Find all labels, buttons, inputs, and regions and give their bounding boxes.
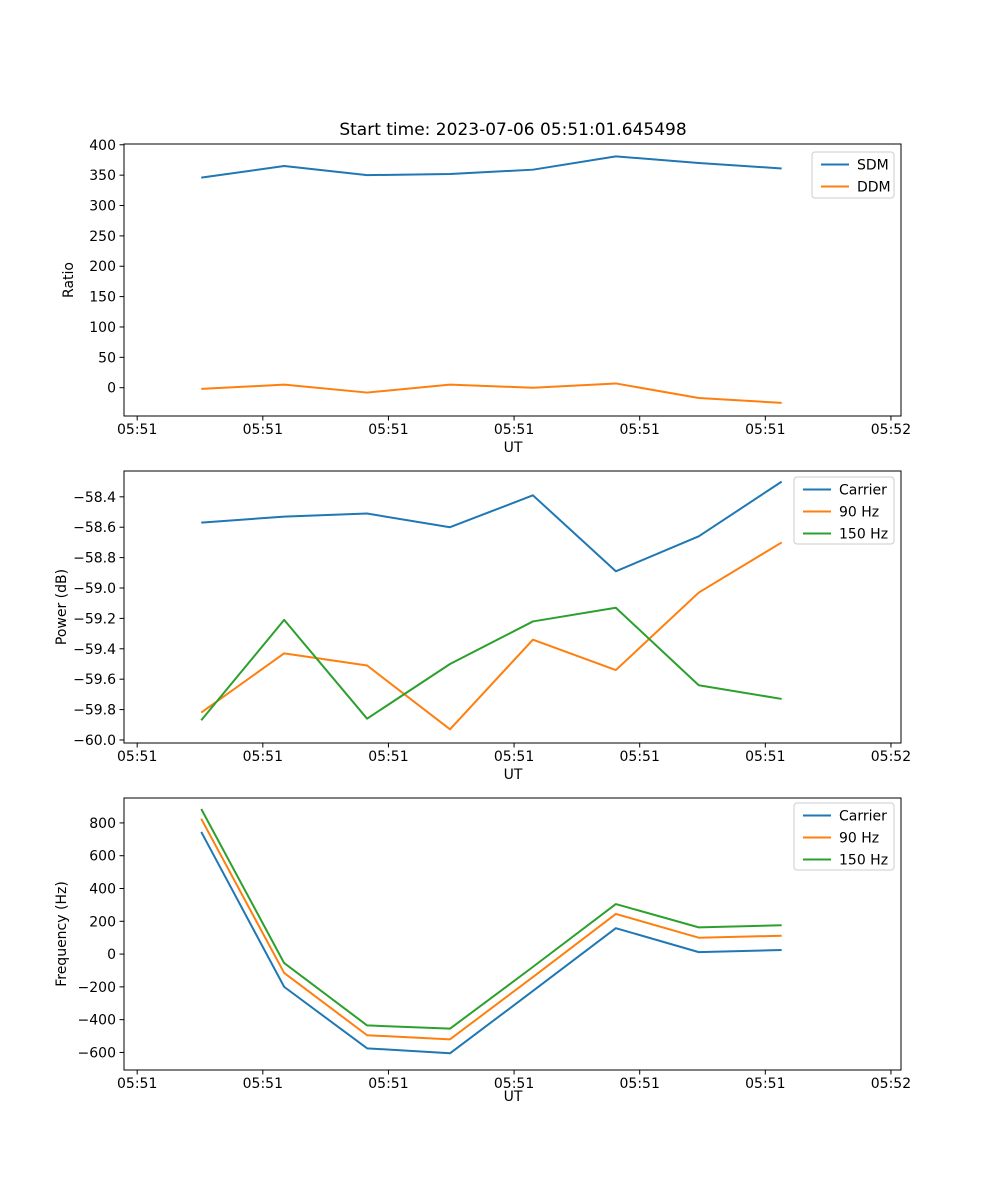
x-tick-label: 05:51 [117,422,157,438]
y-tick-label: −59.6 [73,672,116,688]
x-tick-label: 05:51 [368,749,408,765]
figure-title: Start time: 2023-07-06 05:51:01.645498 [339,120,687,140]
series-line-90-hz [200,541,783,731]
series-line-sdm [201,155,782,179]
legend-box [793,802,895,871]
legend-label: 90 Hz [839,505,879,521]
y-tick-label: 50 [98,350,116,366]
series-line-ddm [201,382,782,404]
x-tick-label: 05:52 [871,749,911,765]
legend-label: DDM [857,180,891,196]
axes-frame [123,797,902,1071]
x-tick-label: 05:51 [494,422,534,438]
legend-label: Carrier [839,483,887,499]
x-tick-label: 05:51 [494,1076,534,1092]
x-tick-label: 05:51 [745,422,785,438]
legend-label: Carrier [839,809,887,825]
x-tick-label: 05:52 [871,1076,911,1092]
legend: Carrier 90 Hz 150 Hz [793,802,895,871]
y-tick-label: −59.0 [73,581,116,597]
y-tick-label: −400 [78,1013,116,1029]
chart-1: −60.0 −59.8 −59.6 −59.4 −59.2 −59.0 −58.8 −58.6… [73,470,911,765]
x-tick-label: 05:51 [620,422,660,438]
y-tick-label: 600 [89,849,116,865]
y-tick-label: −200 [78,980,116,996]
x-tick-label: 05:51 [745,749,785,765]
y-tick-label: −58.4 [73,490,116,506]
y-tick-label: 400 [89,882,116,898]
y-tick-label: 800 [89,816,116,832]
x-tick-label: 05:51 [620,749,660,765]
chart-0: 0 50 100 150 200 250 300 350 400 05:51 05:51 05:51 0… [89,138,911,438]
y-tick-label: 0 [107,381,116,397]
x-tick-label: 05:51 [745,1076,785,1092]
x-tick-label: 05:51 [368,1076,408,1092]
y-tick-label: −59.8 [73,703,116,719]
series-line-150-hz [200,808,782,1030]
series-line-150-hz [200,606,782,721]
x-tick-label: 05:51 [494,749,534,765]
series-line-carrier [200,831,782,1055]
y-tick-label: −58.8 [73,551,116,567]
y-tick-label: 300 [89,199,116,215]
y-tick-label: 100 [89,320,116,336]
legend-box [793,476,895,545]
y-tick-label: −59.4 [73,642,116,658]
y-tick-label: 200 [89,914,116,930]
x-tick-label: 05:51 [243,749,283,765]
series-line-carrier [201,480,783,573]
y-tick-label: 200 [89,259,116,275]
y-tick-label: −60.0 [73,733,116,749]
y-tick-label: −59.2 [73,611,116,627]
x-tick-label: 05:51 [117,1076,157,1092]
x-axis-label-ut-bottom: UT [503,1089,523,1105]
y-tick-label: −58.6 [73,520,116,536]
y-tick-label: 150 [89,290,116,306]
y-tick-label: 350 [89,168,116,184]
axes-frame [123,470,902,744]
x-axis-label-ut-top: UT [503,440,523,456]
legend: Carrier 90 Hz 150 Hz [793,476,895,545]
y-tick-label: 0 [107,947,116,963]
series-line-90-hz [200,818,782,1041]
x-tick-label: 05:51 [117,749,157,765]
y-tick-label: −600 [78,1045,116,1061]
y-tick-label: 400 [89,138,116,154]
x-tick-label: 05:51 [368,422,408,438]
axes-frame [123,143,902,417]
x-tick-label: 05:52 [871,422,911,438]
x-tick-label: 05:51 [620,1076,660,1092]
legend-label: SDM [857,158,889,174]
y-tick-label: 250 [89,229,116,245]
x-tick-label: 05:51 [243,1076,283,1092]
legend: SDM DDM [811,151,895,199]
x-tick-label: 05:51 [243,422,283,438]
chart-2: −600 −400 −200 0 200 400 600 800 05:51 05:51 05:51… [78,797,911,1092]
x-axis-label-ut-middle: UT [503,767,523,783]
legend-label: 150 Hz [839,853,888,869]
legend-label: 90 Hz [839,831,879,847]
legend-label: 150 Hz [839,527,888,543]
